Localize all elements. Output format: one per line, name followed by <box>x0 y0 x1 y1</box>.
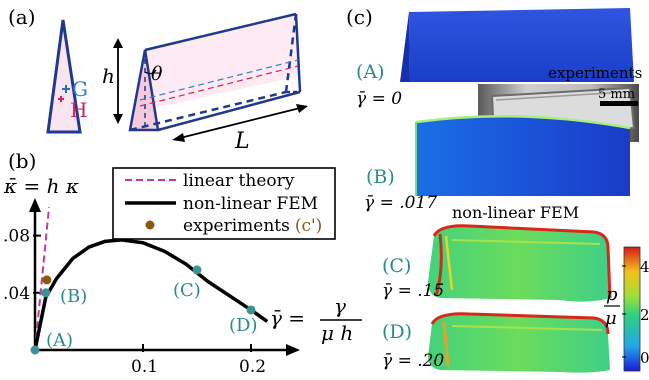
state-d-label: (D) <box>382 321 412 343</box>
panel-a-label: (a) <box>8 5 36 29</box>
fem-slab-a <box>400 8 634 82</box>
state-point-0 <box>30 345 40 355</box>
experiments-title: experiments <box>548 64 642 82</box>
point-label-b: (B) <box>60 286 87 307</box>
legend-linear: linear theory <box>183 171 295 191</box>
point-label-d: (D) <box>229 315 257 336</box>
x-axis-label: γ̄ = <box>270 306 305 330</box>
scale-bar-label: 5 mm <box>598 87 635 102</box>
colorbar-tick-2: 2 <box>640 306 649 324</box>
state-b-label: (B) <box>366 166 395 188</box>
state-point-1 <box>41 288 51 298</box>
state-c-gamma: γ̄ = .15 <box>382 281 444 301</box>
panel-b-label: (b) <box>8 149 36 173</box>
scale-bar <box>600 101 638 106</box>
legend-experiments: experiments (c') <box>183 216 322 236</box>
state-d-gamma: γ̄ = .20 <box>382 351 444 371</box>
y-axis-label: κ̄ = h κ <box>3 174 79 198</box>
height-arrow <box>113 38 123 124</box>
x-axis-fraction-num: γ <box>334 294 346 318</box>
x-tick-label-1: 0.2 <box>239 357 266 377</box>
angle-theta-label: θ <box>151 63 163 85</box>
point-g-label: G <box>72 77 88 101</box>
x-axis-fraction-den: μ h <box>321 321 353 345</box>
colorbar-tick-0: 0 <box>640 349 649 367</box>
prism-diagram <box>128 12 302 132</box>
fem-slab-c <box>428 224 612 302</box>
point-label-c: (C) <box>173 280 201 301</box>
panel-c-label: (c) <box>346 5 373 29</box>
plot-area <box>30 206 269 355</box>
point-h-marker <box>58 96 64 102</box>
cross-section-triangle <box>46 19 82 134</box>
state-point-2 <box>192 265 202 275</box>
length-arrow <box>172 104 308 142</box>
y-tick-label-1: .08 <box>3 227 30 247</box>
fem-curve <box>33 238 269 351</box>
legend-fem: non-linear FEM <box>183 194 318 214</box>
colorbar-ticks <box>622 265 626 358</box>
colorbar <box>623 246 641 372</box>
plot-axes <box>29 198 300 356</box>
y-tick-label-0: .04 <box>3 284 30 304</box>
fem-title: non-linear FEM <box>452 203 579 222</box>
axis-ticks: 0.1 0.2 .04 .08 <box>3 227 266 377</box>
point-h-label: H <box>70 98 87 122</box>
point-g-marker <box>62 85 70 93</box>
colorbar-label-den: μ <box>605 308 617 329</box>
linear-theory-line <box>34 206 51 351</box>
length-label: L <box>234 129 250 154</box>
height-label: h <box>102 64 115 88</box>
colorbar-tick-4: 4 <box>640 258 649 276</box>
legend-box <box>112 167 336 240</box>
state-c-label: (C) <box>382 255 411 277</box>
state-point-3 <box>246 305 256 315</box>
state-b-gamma: γ̄ = .017 <box>364 193 437 213</box>
experiment-point-0 <box>42 275 52 285</box>
point-label-a: (A) <box>46 330 73 351</box>
x-tick-label-0: 0.1 <box>131 357 158 377</box>
fem-slab-b <box>415 114 631 196</box>
fem-slab-d <box>428 312 610 373</box>
colorbar-label-num: p <box>606 284 618 305</box>
state-a-gamma: γ̄ = 0 <box>356 89 402 109</box>
state-a-label: (A) <box>356 61 385 83</box>
